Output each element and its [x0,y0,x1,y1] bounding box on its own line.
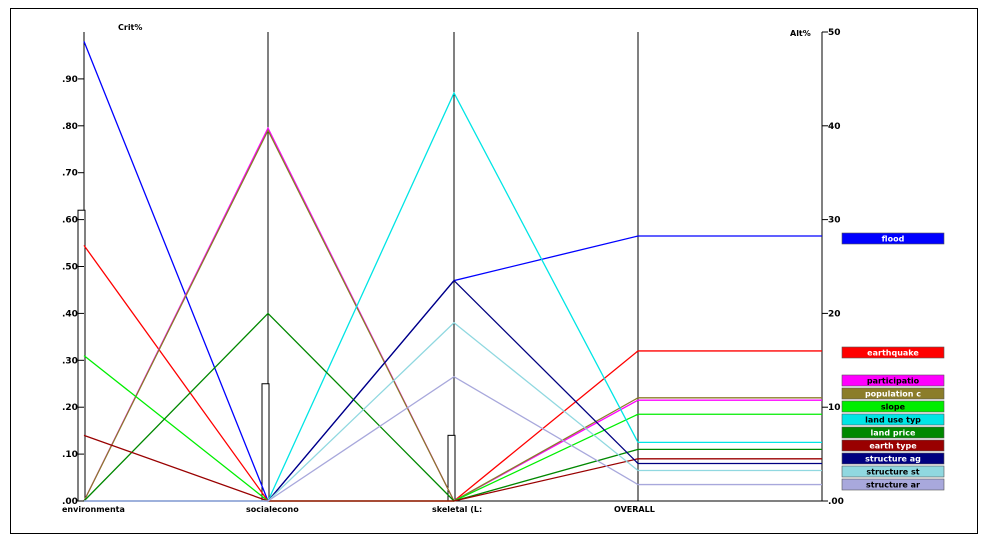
legend-label: participatio [867,377,920,386]
series-line-earth-type [83,434,639,502]
legend-label: land price [871,429,917,438]
legend-swatch [841,413,945,426]
category-label: skeletal (L: [432,505,482,514]
legend-swatch [841,232,945,245]
legend-swatch [841,452,945,465]
legend-swatch [841,387,945,400]
left-tick-label: .50 [62,263,78,273]
left-tick-label: .30 [62,356,78,366]
legend-label: structure ag [865,455,921,464]
right-tick-label: .00 [828,497,844,507]
series-line-population-c [83,129,639,502]
left-tick-label: .20 [62,403,78,413]
left-tick-label: .40 [62,309,78,319]
legend-label: structure st [866,468,919,477]
left-axis-label: Crit% [118,23,142,32]
criterion-weight-bar-0 [77,209,86,502]
series-line-flood [83,41,639,503]
series-line-land-use-typ [84,91,639,502]
legend-swatch [841,400,945,413]
series-line-structure-ar [84,375,639,502]
right-tick-label: 10 [828,403,841,413]
legend-swatch [841,374,945,387]
legend-label: structure ar [866,481,920,490]
series-line-land-price [83,312,639,502]
left-tick-label: .00 [62,497,78,507]
legend-swatch [841,346,945,359]
right-tick-label: 40 [828,122,841,132]
legend-label: land use typ [865,416,921,425]
right-tick-label: 30 [828,216,841,226]
left-tick-label: .80 [62,122,78,132]
legend-label: earth type [869,442,917,451]
left-tick-label: .60 [62,216,78,226]
criterion-weight-bar-1 [261,383,270,502]
legend-swatch [841,478,945,491]
left-tick-label: .70 [62,169,78,179]
category-label: OVERALL [614,505,655,514]
series-line-slope [83,355,639,502]
category-label: socialecono [246,505,299,514]
legend-swatch [841,426,945,439]
legend-swatch [841,465,945,478]
left-tick-label: .90 [62,75,78,85]
legend-label: earthquake [867,349,919,358]
legend-swatch [841,439,945,452]
legend-label: population c [865,390,921,399]
left-tick-label: .10 [62,450,78,460]
right-tick-label: 20 [828,309,841,319]
chart-frame [10,8,978,534]
series-line-structure-st [84,321,639,502]
right-tick-label: 50 [828,28,841,38]
right-axis-label: Alt% [790,29,811,38]
legend-label: flood [882,235,905,244]
legend-label: slope [881,403,906,412]
category-label: environmenta [62,505,125,514]
